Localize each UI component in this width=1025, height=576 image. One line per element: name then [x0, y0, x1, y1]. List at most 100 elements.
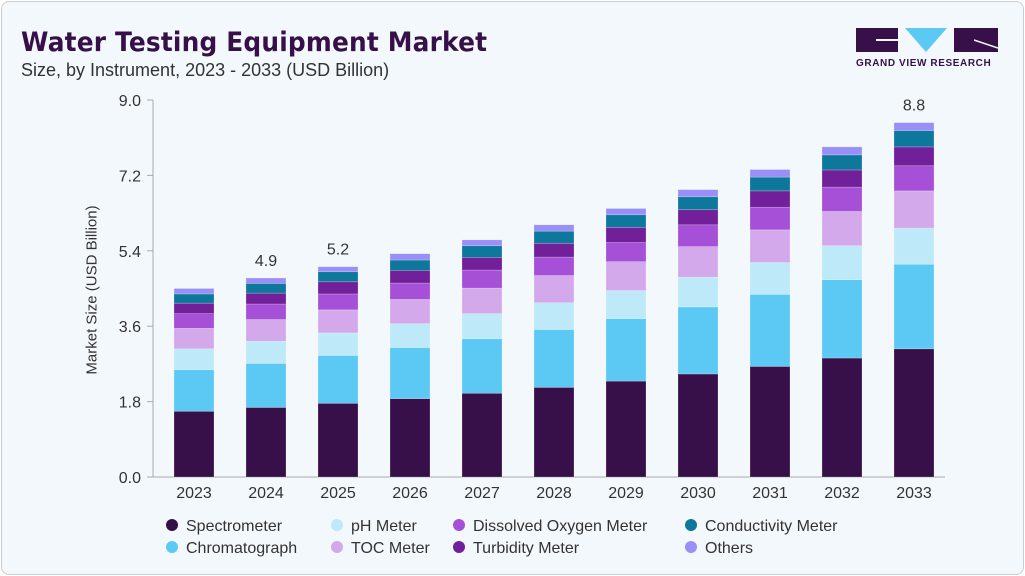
bar-segment-ph-meter: [677, 276, 719, 308]
bar-segment-toc-meter: [605, 261, 647, 291]
legend-marker: [331, 541, 343, 553]
bar-segment-conductivity-meter: [173, 293, 215, 304]
bar-segment-turbidity-meter: [533, 242, 575, 258]
bar-segment-conductivity-meter: [821, 154, 863, 171]
legend-marker: [166, 541, 178, 553]
bar-segment-dissolved-oxygen-meter: [317, 293, 359, 311]
bar-segment-others: [605, 208, 647, 216]
bar-segment-chromatograph: [677, 306, 719, 375]
bar-segment-spectrometer: [821, 357, 863, 478]
bar-segment-ph-meter: [245, 340, 287, 364]
bar-segment-dissolved-oxygen-meter: [677, 224, 719, 247]
bar-segment-turbidity-meter: [173, 302, 215, 314]
legend-marker: [685, 519, 697, 531]
legend-label: pH Meter: [351, 518, 417, 535]
bar-segment-toc-meter: [749, 229, 791, 263]
chart-title: Water Testing Equipment Market: [21, 27, 488, 58]
bar-segment-chromatograph: [173, 369, 215, 412]
data-label: 8.8: [903, 98, 925, 115]
bar-segment-turbidity-meter: [461, 257, 503, 271]
bar-segment-ph-meter: [605, 290, 647, 319]
legend-label: Chromatograph: [186, 540, 297, 557]
bar-segment-toc-meter: [821, 211, 863, 247]
bar-segment-chromatograph: [533, 329, 575, 388]
bar-segment-ph-meter: [317, 332, 359, 356]
bar-segment-dissolved-oxygen-meter: [893, 165, 935, 192]
bar-segment-toc-meter: [173, 327, 215, 350]
x-tick-label: 2032: [824, 485, 860, 502]
bar-segment-spectrometer: [533, 387, 575, 478]
bar-segment-conductivity-meter: [677, 196, 719, 211]
bar-segment-dissolved-oxygen-meter: [461, 269, 503, 289]
bar-segment-spectrometer: [749, 366, 791, 478]
y-tick-label: 3.6: [119, 319, 141, 336]
y-tick-label: 7.2: [119, 168, 141, 185]
bar-segment-others: [245, 277, 287, 284]
bar-segment-conductivity-meter: [893, 130, 935, 148]
x-tick-label: 2033: [896, 485, 932, 502]
data-label: 5.2: [327, 242, 349, 259]
bar-segment-toc-meter: [533, 275, 575, 304]
bar-segment-chromatograph: [821, 279, 863, 359]
bar-segment-ph-meter: [389, 323, 431, 348]
x-tick-label: 2028: [536, 485, 572, 502]
bar-segment-ph-meter: [173, 348, 215, 371]
bar-segment-conductivity-meter: [389, 259, 431, 271]
legend-marker: [166, 519, 178, 531]
legend-label: Turbidity Meter: [473, 540, 580, 557]
x-tick-label: 2031: [752, 485, 788, 502]
bar-segment-chromatograph: [749, 294, 791, 367]
bar-segment-turbidity-meter: [605, 227, 647, 243]
x-tick-label: 2029: [608, 485, 644, 502]
bar-segment-others: [749, 169, 791, 178]
chart-subtitle: Size, by Instrument, 2023 - 2033 (USD Bi…: [21, 60, 390, 80]
bar-segment-dissolved-oxygen-meter: [533, 256, 575, 276]
y-tick-label: 0.0: [119, 470, 141, 487]
legend-marker: [331, 519, 343, 531]
bar-segment-turbidity-meter: [389, 270, 431, 284]
bar-segment-turbidity-meter: [245, 292, 287, 305]
bar-segment-conductivity-meter: [461, 245, 503, 258]
bar-segment-turbidity-meter: [749, 190, 791, 208]
bar-segment-chromatograph: [389, 347, 431, 399]
y-tick-label: 9.0: [119, 93, 141, 110]
bar-segment-ph-meter: [821, 245, 863, 281]
bar-segment-others: [461, 239, 503, 247]
bar-segment-conductivity-meter: [245, 283, 287, 294]
bar-segment-spectrometer: [317, 402, 359, 478]
legend-marker: [453, 519, 465, 531]
bar-segment-toc-meter: [245, 319, 287, 342]
grand-view-research-logo: [856, 28, 998, 52]
x-tick-label: 2025: [320, 485, 356, 502]
bar-segment-others: [677, 189, 719, 198]
bar-segment-toc-meter: [461, 287, 503, 314]
legend-marker: [685, 541, 697, 553]
bar-segment-conductivity-meter: [533, 230, 575, 244]
bar-segment-spectrometer: [389, 398, 431, 478]
x-tick-label: 2030: [680, 485, 716, 502]
bar-segment-chromatograph: [245, 363, 287, 408]
x-tick-label: 2027: [464, 485, 500, 502]
bar-segment-spectrometer: [245, 407, 287, 478]
bar-segment-ph-meter: [749, 262, 791, 295]
bar-segment-toc-meter: [389, 299, 431, 324]
bar-segment-spectrometer: [893, 348, 935, 478]
bar-segment-dissolved-oxygen-meter: [389, 282, 431, 300]
bar-segment-dissolved-oxygen-meter: [605, 242, 647, 262]
bar-segment-spectrometer: [677, 373, 719, 478]
bar-segment-others: [389, 253, 431, 261]
legend-label: TOC Meter: [351, 540, 431, 557]
data-label: 4.9: [255, 253, 277, 270]
bar-segment-spectrometer: [605, 380, 647, 478]
bar-segment-dissolved-oxygen-meter: [245, 303, 287, 320]
bar-segment-others: [821, 146, 863, 156]
legend-label: Spectrometer: [186, 518, 283, 535]
y-tick-label: 5.4: [119, 244, 141, 261]
legend-marker: [453, 541, 465, 553]
bar-segment-turbidity-meter: [821, 169, 863, 188]
x-tick-label: 2024: [248, 485, 284, 502]
bar-segment-turbidity-meter: [317, 281, 359, 295]
legend-label: Dissolved Oxygen Meter: [473, 518, 648, 535]
bar-segment-toc-meter: [677, 246, 719, 278]
